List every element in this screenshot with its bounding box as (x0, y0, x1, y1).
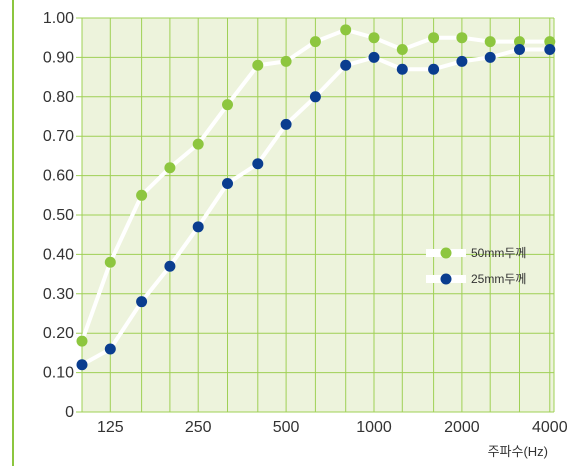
data-point (484, 51, 496, 63)
data-point (428, 32, 440, 44)
series-points (76, 24, 556, 371)
data-point (484, 36, 496, 48)
data-point (456, 32, 468, 44)
x-tick-label: 125 (97, 419, 124, 436)
data-point (368, 32, 380, 44)
data-point (514, 44, 526, 56)
y-tick-label: 0.30 (43, 286, 74, 303)
x-tick-label: 500 (273, 419, 300, 436)
data-point (396, 63, 408, 75)
data-point (252, 59, 264, 71)
data-point (514, 36, 526, 48)
x-tick-label: 250 (185, 419, 212, 436)
y-tick-label: 0.20 (43, 325, 74, 342)
data-point (252, 158, 264, 170)
legend: 50mm두께 25mm두께 (426, 246, 526, 286)
data-point (192, 221, 204, 233)
data-point (309, 36, 321, 48)
data-point (456, 55, 468, 67)
data-point (136, 189, 148, 201)
data-point (192, 138, 204, 150)
legend-label: 50mm두께 (471, 246, 526, 260)
data-point (368, 51, 380, 63)
x-axis-label: 주파수(Hz) (488, 444, 548, 459)
data-point (396, 44, 408, 56)
data-point (222, 99, 234, 111)
y-tick-label: 0.50 (43, 207, 74, 224)
y-tick-label: 0.60 (43, 168, 74, 185)
y-tick-label: 0.90 (43, 49, 74, 66)
data-point (280, 55, 292, 67)
y-tick-label: 0.70 (43, 128, 74, 145)
data-point (164, 162, 176, 174)
data-point (76, 359, 88, 371)
legend-marker (440, 247, 452, 259)
left-accent-rule (12, 0, 14, 466)
data-point (544, 36, 556, 48)
data-point (280, 118, 292, 130)
y-tick-label: 0 (65, 404, 74, 421)
x-tick-label: 1000 (356, 419, 392, 436)
data-point (104, 256, 116, 268)
data-point (222, 177, 234, 189)
data-point (309, 91, 321, 103)
data-point (340, 24, 352, 36)
y-tick-label: 1.00 (43, 10, 74, 27)
x-tick-label: 4000 (532, 419, 568, 436)
data-point (164, 260, 176, 272)
legend-label: 25mm두께 (471, 272, 526, 286)
legend-marker (440, 273, 452, 285)
y-tick-label: 0.10 (43, 365, 74, 382)
y-tick-label: 0.40 (43, 246, 74, 263)
data-point (428, 63, 440, 75)
x-tick-label: 2000 (444, 419, 480, 436)
data-point (544, 44, 556, 56)
x-axis-ticks: 125 250 500 1000 2000 4000 (97, 419, 568, 436)
data-point (76, 335, 88, 347)
y-axis-ticks: 0 0.10 0.20 0.30 0.40 0.50 0.60 0.70 0.80 0.90 1.0… (43, 10, 74, 421)
data-point (340, 59, 352, 71)
data-point (136, 296, 148, 308)
data-point (104, 343, 116, 355)
y-tick-label: 0.80 (43, 89, 74, 106)
